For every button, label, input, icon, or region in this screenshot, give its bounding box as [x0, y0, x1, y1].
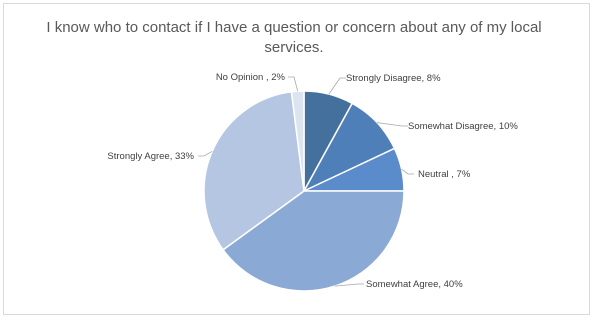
pie-slice: [290, 90, 305, 192]
leader-line: [288, 76, 299, 92]
leader-line: [334, 283, 364, 287]
slice-label: Somewhat Disagree, 10%: [408, 121, 518, 132]
pie-slice: [203, 90, 305, 251]
slice-label: Neutral , 7%: [418, 169, 471, 180]
leader-line: [328, 77, 346, 95]
pie-slice: [222, 190, 405, 292]
chart-title: I know who to contact if I have a questi…: [46, 19, 542, 56]
leader-line: [376, 122, 408, 127]
leader-line: [401, 168, 414, 175]
slice-label: Strongly Disagree, 8%: [346, 73, 441, 84]
slice-label: Somewhat Agree, 40%: [366, 279, 463, 290]
leader-line: [198, 150, 213, 157]
slice-label: No Opinion , 2%: [216, 72, 286, 83]
slice-label: Strongly Agree, 33%: [107, 151, 194, 162]
